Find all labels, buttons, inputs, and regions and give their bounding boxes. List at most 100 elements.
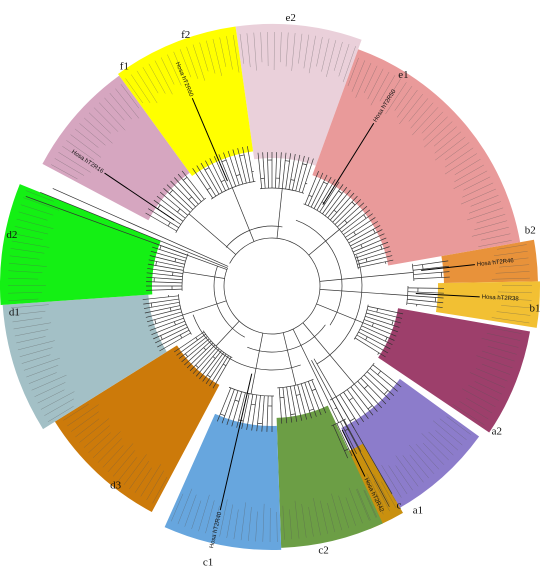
branch-tip (339, 394, 360, 426)
branch-tip (149, 317, 184, 331)
branch-tip (159, 332, 191, 352)
branch-tip (275, 152, 278, 189)
branch-backbone (192, 314, 301, 371)
leaf-tick (226, 36, 233, 70)
branch-tip (357, 259, 394, 268)
branch-tip (407, 287, 444, 289)
leaf-tick (467, 207, 504, 221)
leaf-tick (253, 32, 257, 71)
leaf-tick (51, 164, 78, 180)
clade-label-e2: e2 (285, 12, 295, 24)
leaf-tick (54, 158, 85, 176)
branch-tip (177, 173, 202, 202)
leaf-tick (493, 250, 528, 257)
branch-tip (223, 152, 237, 187)
branch-stem (282, 332, 297, 386)
leaf-tick (123, 454, 147, 486)
leaf-tick (444, 153, 478, 175)
branch-stem (302, 322, 355, 385)
tree-branches (25, 146, 450, 507)
leaf-tick (191, 500, 202, 530)
branch-tip (365, 315, 400, 328)
branch-tip (343, 419, 362, 452)
branch-arc (372, 229, 376, 234)
leaf-tick (170, 493, 184, 522)
leaf-tick (294, 500, 300, 539)
branch-tip (366, 371, 395, 396)
leaf-tick (379, 75, 396, 102)
leaf-tick (10, 304, 49, 309)
clade-sector-c2 (276, 405, 383, 548)
branch-arc (183, 176, 188, 181)
branch-tip (205, 353, 227, 385)
leaf-tick (14, 329, 49, 337)
branch-tip (292, 154, 301, 191)
leaf-tick (154, 60, 173, 95)
clade-label-f1: f1 (120, 61, 129, 73)
branch-arc (157, 204, 161, 210)
branch-tip (413, 265, 449, 271)
branch-backbone (225, 225, 283, 248)
branch-tip (304, 170, 319, 205)
leaf-tick (364, 65, 378, 93)
branch-tip (351, 233, 385, 250)
branch-tip (153, 323, 187, 340)
leaf-tick (8, 278, 39, 280)
branch-tip (357, 380, 382, 409)
leaf-tick (276, 511, 278, 542)
branch-tip (143, 298, 179, 305)
branch-arc (333, 209, 338, 213)
branch-tip (256, 395, 261, 432)
branch-stem (231, 187, 255, 242)
leaf-tick (338, 43, 350, 77)
branch-tip (282, 387, 288, 424)
leaf-tick (298, 33, 303, 64)
branch-tip (407, 295, 444, 299)
branch-tip (209, 158, 226, 191)
branch-tip (148, 314, 183, 327)
clade-sector-a2 (378, 308, 531, 433)
branch-tip (413, 271, 450, 275)
branch-stem (308, 229, 340, 256)
branch-arc (323, 181, 328, 185)
branch-tip (178, 336, 208, 359)
branch-arc (204, 167, 210, 171)
branch-tip (212, 356, 232, 389)
leaf-tick (262, 503, 265, 542)
leaf-tick (338, 495, 350, 529)
highlight-branch-f2 (191, 98, 228, 182)
branch-tip (295, 155, 305, 191)
branch-arc (334, 407, 337, 410)
leaf-tick (366, 480, 384, 515)
leaf-tick (435, 430, 459, 451)
leaf-tick (421, 111, 444, 134)
leaf-tick (468, 384, 499, 401)
branch-tip (354, 241, 389, 256)
leaf-tick (206, 40, 216, 74)
leaf-tick (129, 460, 150, 490)
branch-stem (316, 303, 363, 324)
leaf-tick (470, 195, 499, 207)
leaf-tick (25, 190, 54, 202)
branch-tip (251, 394, 258, 431)
branch-arc (179, 334, 183, 339)
branch-tip (261, 395, 265, 432)
branch-tip (144, 305, 181, 314)
leaf-labels (7, 32, 532, 542)
leaf-tick (291, 33, 296, 71)
leaf-tick (476, 214, 506, 224)
leaf-tick (16, 336, 46, 344)
branch-arc (203, 347, 207, 351)
branch-tip (327, 189, 351, 219)
branch-tip (192, 346, 218, 374)
leaf-tick (9, 255, 40, 260)
branch-arc (221, 159, 227, 163)
leaf-tick (34, 382, 66, 397)
branch-arc (195, 364, 199, 369)
branch-tip (257, 152, 263, 189)
leaf-tick (282, 505, 285, 540)
leaf-tick (499, 264, 530, 268)
leaf-tick (79, 123, 106, 146)
clade-sector-d2 (0, 184, 161, 305)
